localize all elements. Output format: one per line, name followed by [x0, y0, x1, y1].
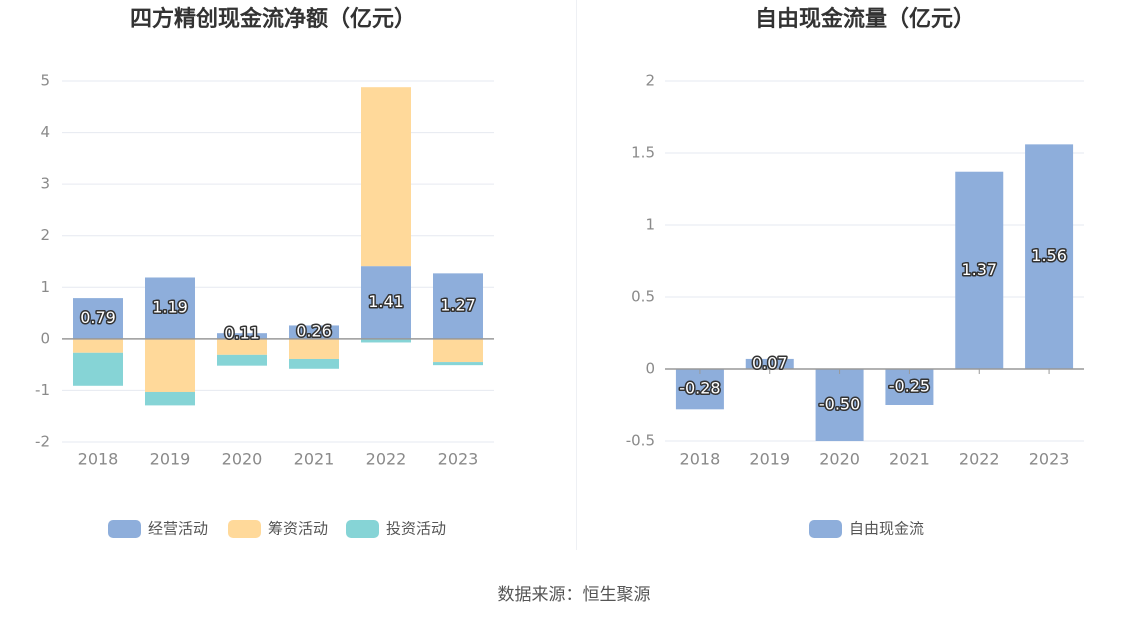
- bar-financing: [73, 338, 123, 353]
- bar-operating: [433, 273, 483, 339]
- x-tick-label: 2020: [222, 450, 263, 469]
- y-tick-label: 0: [40, 329, 50, 347]
- y-tick-label: -0.5: [626, 432, 655, 450]
- legend-item-operating[interactable]: 经营活动: [108, 520, 208, 539]
- bar-operating: [145, 277, 195, 339]
- y-tick-label: -2: [35, 433, 50, 451]
- y-tick-label: 5: [40, 72, 50, 90]
- x-tick-label: 2023: [1029, 450, 1070, 469]
- x-tick-label: 2021: [889, 450, 930, 469]
- data-label: 0.07: [752, 353, 788, 372]
- x-tick-label: 2019: [150, 450, 191, 469]
- bar-investing: [145, 391, 195, 406]
- data-label: 1.37: [961, 260, 997, 279]
- y-tick-label: 0.5: [631, 288, 655, 306]
- bar-operating: [361, 266, 411, 339]
- x-tick-label: 2019: [749, 450, 790, 469]
- legend-swatch: [228, 520, 261, 538]
- chart-divider: [576, 0, 577, 550]
- data-label: 0.26: [296, 322, 332, 341]
- bar-free-cash-flow: [675, 369, 724, 410]
- y-tick-label: -1: [35, 381, 50, 399]
- bar-investing: [433, 362, 483, 366]
- legend-swatch: [809, 520, 842, 538]
- x-tick-label: 2023: [438, 450, 479, 469]
- data-label: 1.41: [368, 292, 404, 311]
- y-tick-label: 0: [645, 360, 655, 378]
- bar-free-cash-flow: [815, 369, 864, 441]
- x-tick-label: 2018: [680, 450, 721, 469]
- data-label: 1.56: [1031, 246, 1067, 265]
- bar-free-cash-flow: [885, 369, 934, 405]
- bar-financing: [289, 338, 339, 359]
- y-tick-label: 1.5: [631, 144, 655, 162]
- data-label: -0.50: [819, 395, 860, 414]
- bar-financing: [217, 338, 267, 355]
- bar-operating: [289, 325, 339, 339]
- x-tick-label: 2020: [819, 450, 860, 469]
- legend-swatch: [346, 520, 379, 538]
- x-tick-label: 2021: [294, 450, 335, 469]
- free-cash-flow-chart: 自由现金流量（亿元） 2 1.5 1 0.5 0 -0.5 2018 2019 2020 2021 2…: [626, 6, 1084, 539]
- x-tick-label: 2022: [959, 450, 1000, 469]
- legend-label: 筹资活动: [268, 520, 328, 538]
- legend-label: 投资活动: [386, 520, 446, 538]
- cash-flow-chart: 四方精创现金流净额（亿元） 5 4 3 2 1 0 -1 -2 2018 2019 2020 2021 2…: [35, 6, 494, 539]
- chart-title: 自由现金流量（亿元）: [755, 6, 975, 32]
- bar-free-cash-flow: [745, 358, 794, 369]
- bar-financing: [361, 87, 411, 267]
- legend-item-free-cash-flow[interactable]: 自由现金流: [809, 520, 924, 539]
- bar-financing: [433, 338, 483, 363]
- bar-investing: [289, 358, 339, 369]
- bar-free-cash-flow: [1025, 144, 1074, 369]
- bar-financing: [145, 338, 195, 392]
- y-tick-label: 1: [645, 216, 655, 234]
- bar-free-cash-flow: [955, 171, 1004, 369]
- legend-label: 自由现金流: [849, 520, 924, 538]
- y-tick-label: 2: [645, 72, 655, 90]
- y-tick-label: 4: [40, 123, 50, 141]
- bar-investing: [73, 352, 123, 386]
- bar-investing: [361, 338, 411, 343]
- chart-title: 四方精创现金流净额（亿元）: [130, 6, 416, 32]
- legend-label: 经营活动: [148, 520, 208, 538]
- legend-item-financing[interactable]: 筹资活动: [228, 520, 328, 539]
- data-label: -0.28: [679, 379, 720, 398]
- y-tick-label: 3: [40, 175, 50, 193]
- bar-operating: [217, 333, 267, 339]
- data-label: 1.19: [152, 298, 188, 317]
- bar-investing: [217, 354, 267, 366]
- data-label: 0.79: [80, 308, 116, 327]
- legend-item-investing[interactable]: 投资活动: [346, 520, 446, 539]
- data-label: 0.11: [224, 323, 260, 342]
- x-tick-label: 2022: [366, 450, 407, 469]
- data-source-label: 数据来源：恒生聚源: [497, 585, 651, 605]
- bar-operating: [73, 298, 123, 339]
- y-tick-label: 2: [40, 226, 50, 244]
- x-tick-label: 2018: [78, 450, 119, 469]
- legend-swatch: [108, 520, 141, 538]
- data-label: -0.25: [889, 377, 930, 396]
- y-tick-label: 1: [40, 278, 50, 296]
- data-label: 1.27: [440, 296, 476, 315]
